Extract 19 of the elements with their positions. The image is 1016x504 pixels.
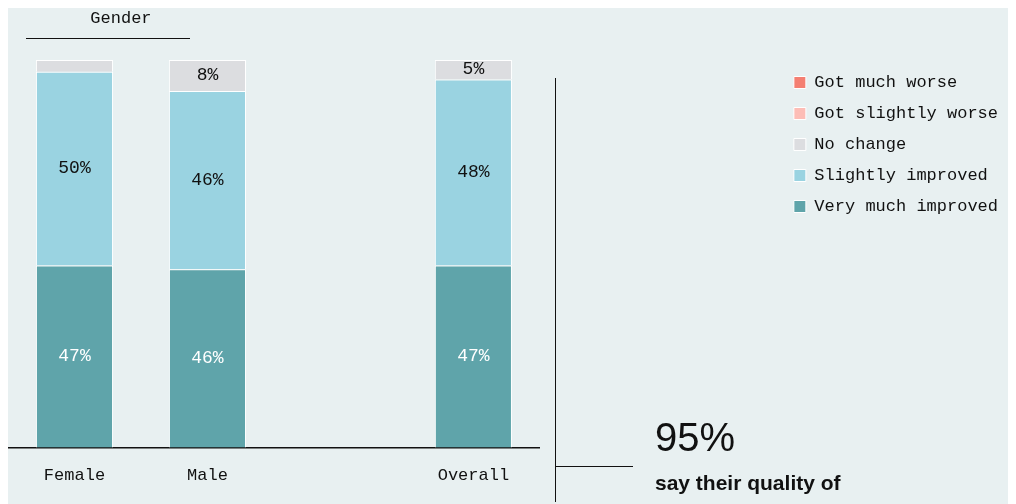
data-label: 50%	[58, 158, 91, 179]
legend-label: Got much worse	[814, 73, 958, 92]
x-tick-label: Overall	[437, 466, 510, 486]
data-label: 46%	[191, 348, 224, 369]
data-label: 8%	[196, 65, 219, 86]
legend-label: Very much improved	[814, 197, 999, 216]
text: Gender	[90, 8, 152, 28]
legend-label: Got slightly worse	[814, 104, 999, 123]
data-label: 47%	[457, 346, 490, 367]
x-tick-label: Female	[43, 466, 106, 486]
data-label: 47%	[58, 346, 91, 367]
data-label: 46%	[191, 169, 224, 190]
legend-label: No change	[814, 135, 907, 154]
text: 95%	[655, 415, 736, 459]
x-tick-label: Male	[187, 466, 228, 486]
text: say their quality of	[655, 471, 842, 494]
data-label: 5%	[462, 59, 485, 80]
legend-label: Slightly improved	[814, 166, 988, 185]
data-label: 48%	[457, 162, 490, 183]
